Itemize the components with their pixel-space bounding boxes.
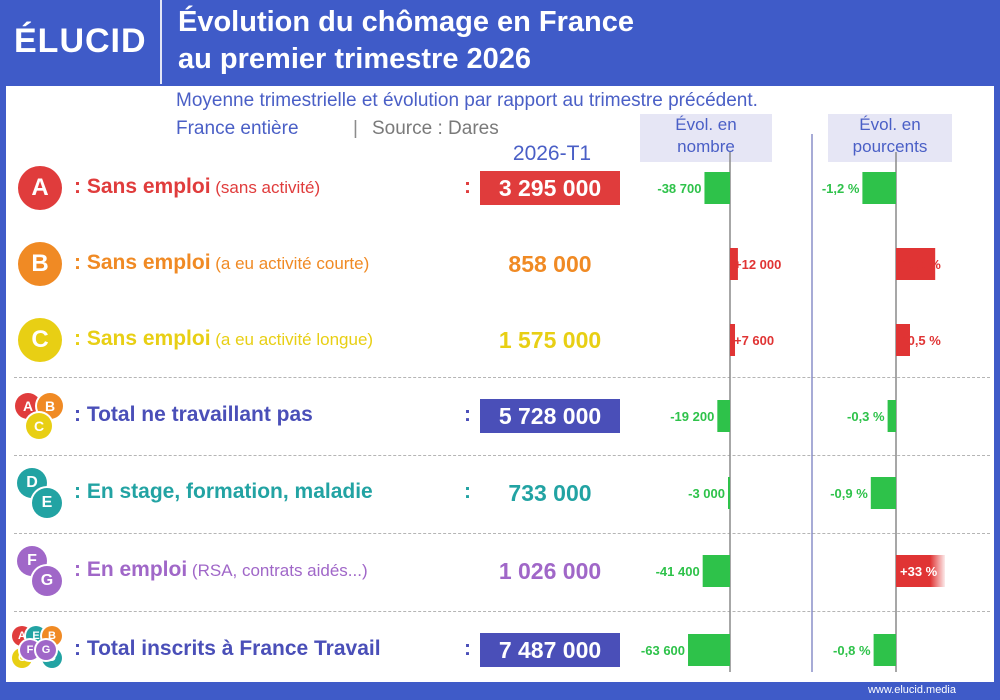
bar-label-number-4: -19 200 [670, 409, 714, 424]
bar-label-number-7: -63 600 [641, 643, 685, 658]
value-colon: : [464, 175, 471, 198]
row-label-colon: : [74, 637, 87, 660]
row-label-6: : En emploi (RSA, contrats aidés...) [74, 558, 368, 582]
bar-percent-6 [896, 555, 945, 587]
row-label-colon: : [74, 175, 87, 198]
category-circle-f: F [20, 640, 40, 660]
scope-separator: | [353, 118, 358, 139]
bar-label-number-2: +12 000 [734, 257, 781, 272]
row-value-2: 858 000 [508, 251, 592, 277]
subtitle: Moyenne trimestrielle et évolution par r… [176, 90, 758, 111]
row-value-4: 5 728 000 [480, 399, 620, 433]
row-label-text: Sans emploi [86, 251, 211, 274]
row-label-colon: : [74, 327, 87, 350]
category-circle-e: E [32, 488, 62, 518]
row-label-colon: : [74, 480, 87, 503]
bar-label-number-3: +7 600 [734, 333, 774, 348]
row-value-6: 1 026 000 [498, 558, 602, 584]
bar-percent-2 [896, 248, 936, 280]
logo[interactable]: ÉLUCID [14, 22, 147, 60]
bar-label-percent-6: +33 % [900, 564, 938, 579]
category-circle-g: G [32, 566, 62, 596]
column-header-percent: Évol. en pourcents [828, 114, 952, 162]
row-label-3: : Sans emploi (a eu activité longue) [74, 327, 373, 351]
bar-label-percent-7: -0,8 % [833, 643, 871, 658]
category-circle-c: C [26, 413, 52, 439]
column-header-percent-line1: Évol. en [859, 115, 921, 134]
value-colon: : [464, 637, 471, 660]
row-divider [14, 533, 990, 534]
bar-percent-3 [896, 324, 910, 356]
bar-label-percent-1: -1,2 % [822, 181, 860, 196]
bar-label-number-5: -3 000 [688, 486, 725, 501]
row-label-4: : Total ne travaillant pas [74, 403, 313, 427]
row-label-note: (a eu activité longue) [210, 330, 374, 349]
title-line-2: au premier trimestre 2026 [178, 43, 532, 75]
bar-number-2 [730, 248, 738, 280]
bar-percent-7 [873, 634, 896, 666]
row-label-text: Sans emploi [86, 175, 211, 198]
row-label-colon: : [74, 558, 87, 581]
row-label-text: En stage, formation, maladie [86, 480, 373, 503]
footer-url[interactable]: www.elucid.media [867, 684, 956, 696]
period-label: 2026-T1 [512, 142, 592, 165]
bar-number-5 [728, 477, 730, 509]
row-label-2: : Sans emploi (a eu activité courte) [74, 251, 369, 275]
row-label-colon: : [74, 403, 87, 426]
row-label-text: Sans emploi [86, 327, 211, 350]
bar-number-7 [688, 634, 730, 666]
category-circle-g: G [36, 640, 56, 660]
category-circle-c: C [18, 318, 62, 362]
row-label-note: (a eu activité courte) [210, 254, 370, 273]
value-colon: : [464, 480, 471, 503]
category-circle-b: B [18, 242, 62, 286]
row-label-5: : En stage, formation, maladie [74, 480, 373, 504]
row-label-note: (RSA, contrats aidés...) [187, 561, 368, 580]
row-label-text: Total ne travaillant pas [86, 403, 313, 426]
bar-label-percent-2: +1,4 % [900, 257, 941, 272]
row-divider [14, 611, 990, 612]
row-label-7: : Total inscrits à France Travail [74, 637, 381, 661]
row-divider [14, 377, 990, 378]
column-header-number-line1: Évol. en [675, 115, 737, 134]
value-colon: : [464, 403, 471, 426]
title-line-1: Évolution du chômage en France [178, 6, 635, 38]
column-header-number: Évol. en nombre [640, 114, 772, 162]
row-label-1: : Sans emploi (sans activité) [74, 175, 320, 199]
source: Source : Dares [372, 118, 499, 139]
row-label-text: En emploi [86, 558, 188, 581]
bar-label-number-1: -38 700 [657, 181, 701, 196]
row-value-3: 1 575 000 [498, 327, 602, 353]
bar-percent-5 [870, 477, 896, 509]
row-label-note: (sans activité) [210, 178, 321, 197]
bar-label-number-6: -41 400 [656, 564, 700, 579]
bar-label-percent-5: -0,9 % [830, 486, 868, 501]
bar-label-percent-4: -0,3 % [847, 409, 885, 424]
bar-label-percent-3: +0,5 % [900, 333, 941, 348]
bar-percent-1 [862, 172, 896, 204]
bar-number-4 [717, 400, 730, 432]
bar-percent-4 [887, 400, 896, 432]
row-value-5: 733 000 [508, 480, 592, 506]
scope: France entière [176, 118, 299, 139]
row-value-7: 7 487 000 [480, 633, 620, 667]
row-divider [14, 455, 990, 456]
row-value-1: 3 295 000 [480, 171, 620, 205]
bar-number-1 [704, 172, 730, 204]
row-label-colon: : [74, 251, 87, 274]
column-header-number-line2: nombre [677, 137, 735, 156]
logo-separator [160, 0, 162, 84]
row-label-text: Total inscrits à France Travail [86, 637, 381, 660]
category-circle-a: A [18, 166, 62, 210]
bar-number-3 [730, 324, 736, 356]
header: ÉLUCID Évolution du chômage en France au… [0, 0, 1000, 86]
bar-number-6 [702, 555, 730, 587]
column-header-percent-line2: pourcents [852, 137, 928, 156]
